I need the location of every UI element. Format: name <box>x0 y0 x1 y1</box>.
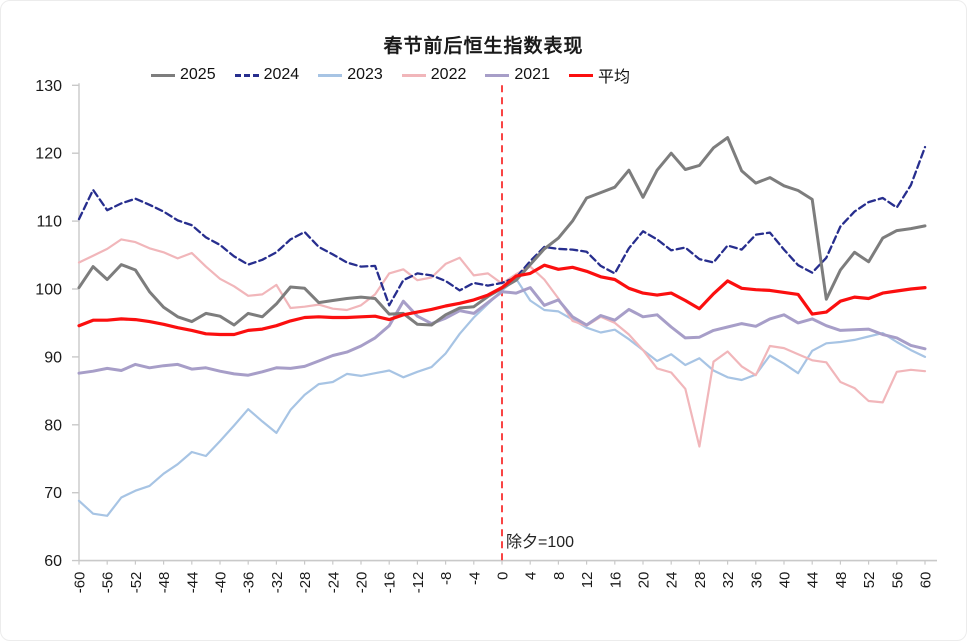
legend-swatch-2023 <box>318 73 343 77</box>
x-axis-label: -28 <box>297 572 314 594</box>
legend-label-2025: 2025 <box>180 66 216 83</box>
x-axis-label: -24 <box>325 572 342 594</box>
x-axis-label: 12 <box>579 572 596 589</box>
x-axis-label: -20 <box>354 572 371 594</box>
legend-item-2024: 2024 <box>234 66 300 84</box>
legend-swatch-2024 <box>234 73 259 77</box>
legend-item-2022: 2022 <box>401 66 467 84</box>
legend-item-2025: 2025 <box>151 66 216 84</box>
x-axis-label: -52 <box>128 572 145 594</box>
legend-label-2023: 2023 <box>347 66 383 83</box>
legend-label-2021: 2021 <box>514 66 550 83</box>
vline-annotation: 除夕=100 <box>506 534 575 551</box>
chart-title: 春节前后恒生指数表现 <box>383 36 584 57</box>
x-axis-label: 4 <box>523 572 540 580</box>
x-axis-label: -56 <box>100 572 117 594</box>
x-axis-label: 56 <box>889 572 906 589</box>
x-axis-label: -12 <box>410 572 427 594</box>
legend-item-2021: 2021 <box>485 66 550 84</box>
x-axis-label: -40 <box>213 572 230 594</box>
y-axis-label: 110 <box>36 214 62 231</box>
x-axis-label: 28 <box>692 572 709 589</box>
series-line-平均 <box>77 263 927 337</box>
legend-label-2022: 2022 <box>430 66 467 83</box>
y-axis-label: 80 <box>44 417 62 434</box>
legend-label-2024: 2024 <box>263 66 300 83</box>
x-axis-label: 8 <box>551 572 568 580</box>
y-axis-label: 70 <box>44 485 62 502</box>
x-axis-label: 48 <box>833 572 850 589</box>
x-axis-label: -4 <box>466 572 483 585</box>
x-axis-label: -8 <box>438 572 455 585</box>
y-axis-label: 60 <box>44 553 62 570</box>
x-axis-label: 20 <box>636 572 653 589</box>
y-axis-label: 90 <box>44 349 62 366</box>
legend-label-平均: 平均 <box>597 69 630 86</box>
x-axis-label: -16 <box>382 572 399 594</box>
legend-swatch-2021 <box>485 73 510 77</box>
x-axis-label: -48 <box>156 572 173 594</box>
chart-legend: 2025 2024 2023 2022 2021 平均 <box>151 63 630 87</box>
legend-item-2023: 2023 <box>318 66 383 84</box>
y-axis-label: 100 <box>35 282 62 299</box>
x-axis-label: 44 <box>805 572 822 589</box>
x-axis-label: 0 <box>495 572 512 580</box>
legend-swatch-平均 <box>568 73 593 77</box>
x-axis-label: 60 <box>918 572 935 589</box>
x-axis-label: -36 <box>241 572 258 594</box>
x-axis-label: 24 <box>664 572 681 589</box>
x-axis-label: 32 <box>720 572 737 589</box>
x-axis-label: 40 <box>777 572 794 589</box>
y-axis-label: 120 <box>35 146 62 163</box>
x-axis-label: -32 <box>269 572 286 594</box>
legend-swatch-2022 <box>401 73 426 77</box>
legend-item-平均: 平均 <box>568 63 630 87</box>
x-axis-label: 52 <box>861 572 878 589</box>
series-line-2021 <box>77 286 927 377</box>
series-line-2024 <box>77 145 927 307</box>
y-axis-label: 130 <box>35 78 62 95</box>
x-axis-label: 16 <box>607 572 624 589</box>
x-axis-label: -60 <box>72 572 89 594</box>
legend-swatch-2025 <box>151 73 175 77</box>
x-axis-label: 36 <box>748 572 765 589</box>
x-axis-label: -44 <box>184 572 201 594</box>
